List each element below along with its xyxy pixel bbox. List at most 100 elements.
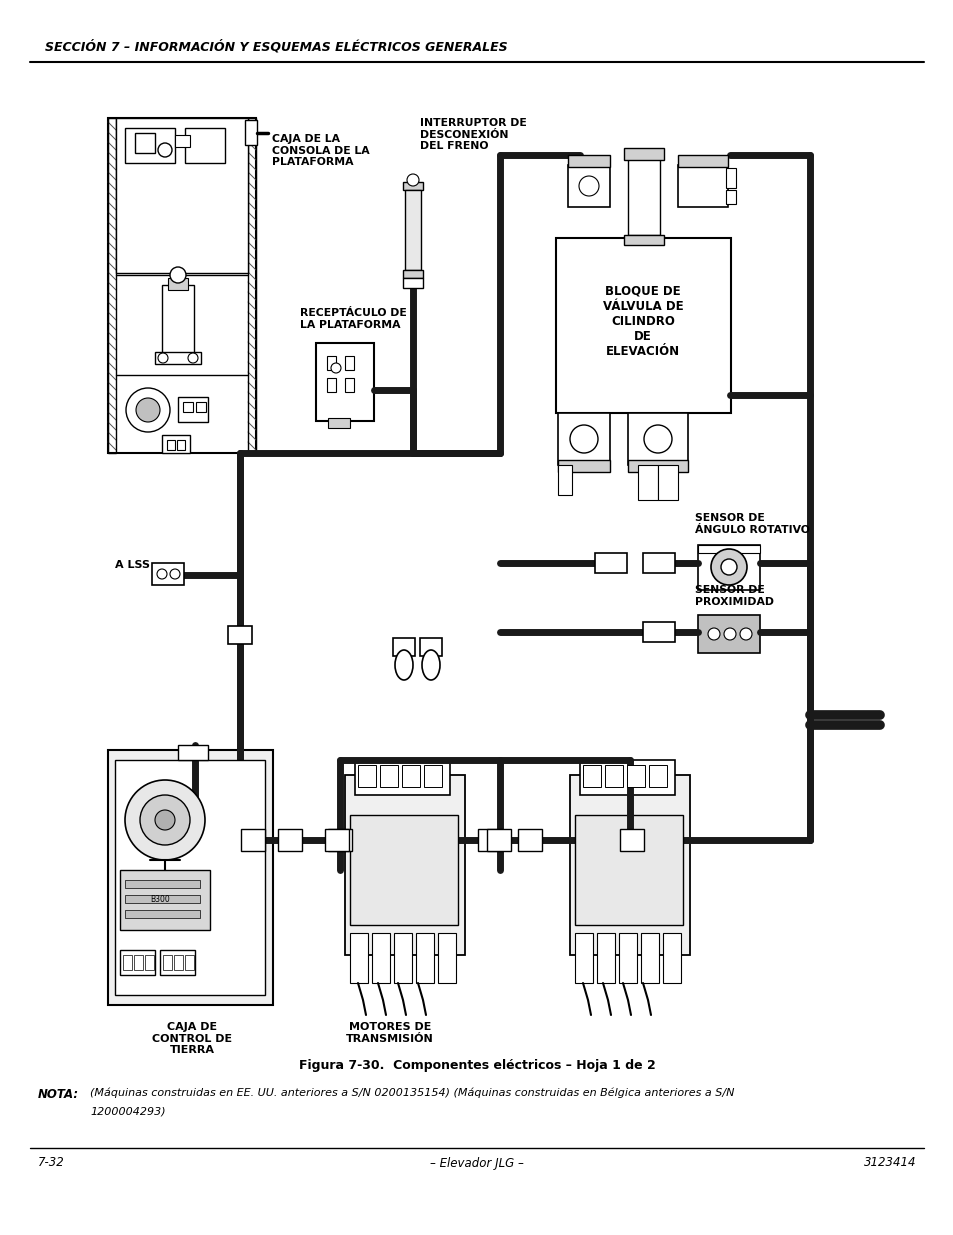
Bar xyxy=(162,435,190,453)
Bar xyxy=(357,764,375,787)
Bar xyxy=(245,120,256,144)
Bar xyxy=(416,932,434,983)
Bar xyxy=(604,764,622,787)
Bar xyxy=(662,932,680,983)
Text: CAJA DE LA
CONSOLA DE LA
PLATAFORMA: CAJA DE LA CONSOLA DE LA PLATAFORMA xyxy=(272,135,369,167)
Bar xyxy=(640,932,659,983)
Bar xyxy=(108,750,273,1005)
Bar xyxy=(423,764,441,787)
Bar xyxy=(350,932,368,983)
Text: NOTA:: NOTA: xyxy=(38,1088,79,1100)
Circle shape xyxy=(170,569,180,579)
Text: INTERRUPTOR DE
DESCONEXIÓN
DEL FRENO: INTERRUPTOR DE DESCONEXIÓN DEL FRENO xyxy=(419,119,526,151)
Circle shape xyxy=(710,550,746,585)
Text: CAJA DE
CONTROL DE
TIERRA: CAJA DE CONTROL DE TIERRA xyxy=(152,1023,232,1055)
Circle shape xyxy=(740,629,751,640)
Bar xyxy=(185,955,193,969)
Bar xyxy=(350,815,457,925)
Bar xyxy=(658,466,678,500)
Bar xyxy=(401,764,419,787)
Ellipse shape xyxy=(395,650,413,680)
Bar xyxy=(558,412,609,466)
Bar xyxy=(178,396,208,422)
Bar xyxy=(133,955,143,969)
Text: B300: B300 xyxy=(150,895,170,904)
Bar xyxy=(327,378,335,391)
Bar xyxy=(405,190,420,270)
Bar xyxy=(595,553,626,573)
Text: Figura 7-30.  Componentes eléctricos – Hoja 1 de 2: Figura 7-30. Componentes eléctricos – Ho… xyxy=(298,1058,655,1072)
Text: SENSOR DE
ÁNGULO ROTATIVO: SENSOR DE ÁNGULO ROTATIVO xyxy=(695,514,809,535)
Bar xyxy=(698,545,760,590)
Text: 1200004293): 1200004293) xyxy=(90,1107,166,1116)
Bar xyxy=(618,932,637,983)
Bar xyxy=(642,553,675,573)
Bar xyxy=(177,440,185,450)
Bar xyxy=(108,119,255,453)
Bar xyxy=(575,932,593,983)
Text: RECEPTÁCULO DE
LA PLATAFORMA: RECEPTÁCULO DE LA PLATAFORMA xyxy=(299,309,406,330)
Bar xyxy=(725,168,735,188)
Text: – Elevador JLG –: – Elevador JLG – xyxy=(430,1156,523,1170)
Circle shape xyxy=(125,781,205,860)
Bar xyxy=(567,156,609,167)
Bar xyxy=(95,735,290,1015)
Bar xyxy=(135,133,154,153)
Bar xyxy=(183,403,193,412)
Bar xyxy=(167,440,174,450)
Bar xyxy=(678,165,727,207)
Bar xyxy=(402,270,422,278)
Bar xyxy=(345,378,354,391)
Bar xyxy=(567,165,609,207)
Bar xyxy=(477,829,501,851)
Bar xyxy=(372,932,390,983)
Bar xyxy=(163,955,172,969)
Text: BLOQUE DE
VÁLVULA DE
CILINDRO
DE
ELEVACIÓN: BLOQUE DE VÁLVULA DE CILINDRO DE ELEVACI… xyxy=(602,285,682,358)
Bar xyxy=(328,417,350,429)
Bar xyxy=(325,829,349,851)
Circle shape xyxy=(707,629,720,640)
Circle shape xyxy=(720,559,737,576)
Bar xyxy=(419,638,441,656)
Bar xyxy=(579,760,675,795)
Bar xyxy=(642,622,675,642)
Bar xyxy=(517,829,541,851)
Circle shape xyxy=(407,174,418,186)
Bar xyxy=(623,235,663,245)
Bar xyxy=(248,119,255,453)
Bar xyxy=(558,466,572,495)
Circle shape xyxy=(158,143,172,157)
Bar xyxy=(115,760,265,995)
Bar xyxy=(185,128,225,163)
Bar xyxy=(168,278,188,290)
Circle shape xyxy=(569,425,598,453)
Bar xyxy=(162,285,193,354)
Bar xyxy=(120,869,210,930)
Bar xyxy=(698,545,760,553)
Bar xyxy=(152,563,184,585)
Bar xyxy=(241,829,265,851)
Bar xyxy=(160,950,194,974)
Circle shape xyxy=(578,177,598,196)
Bar xyxy=(355,760,450,795)
Bar xyxy=(345,356,354,370)
Bar xyxy=(627,412,687,466)
Bar xyxy=(108,119,116,453)
Bar xyxy=(623,148,663,161)
Bar xyxy=(123,955,132,969)
Bar xyxy=(725,190,735,204)
Text: A LSS: A LSS xyxy=(115,559,150,571)
Bar xyxy=(626,764,644,787)
Circle shape xyxy=(170,267,186,283)
Bar xyxy=(328,829,352,851)
Bar xyxy=(402,182,422,190)
Bar xyxy=(402,278,422,288)
Bar xyxy=(486,829,511,851)
Circle shape xyxy=(157,569,167,579)
Bar xyxy=(597,932,615,983)
Ellipse shape xyxy=(421,650,439,680)
Bar xyxy=(125,895,200,903)
Bar xyxy=(174,135,190,147)
Bar xyxy=(556,238,730,412)
Bar xyxy=(638,466,658,500)
